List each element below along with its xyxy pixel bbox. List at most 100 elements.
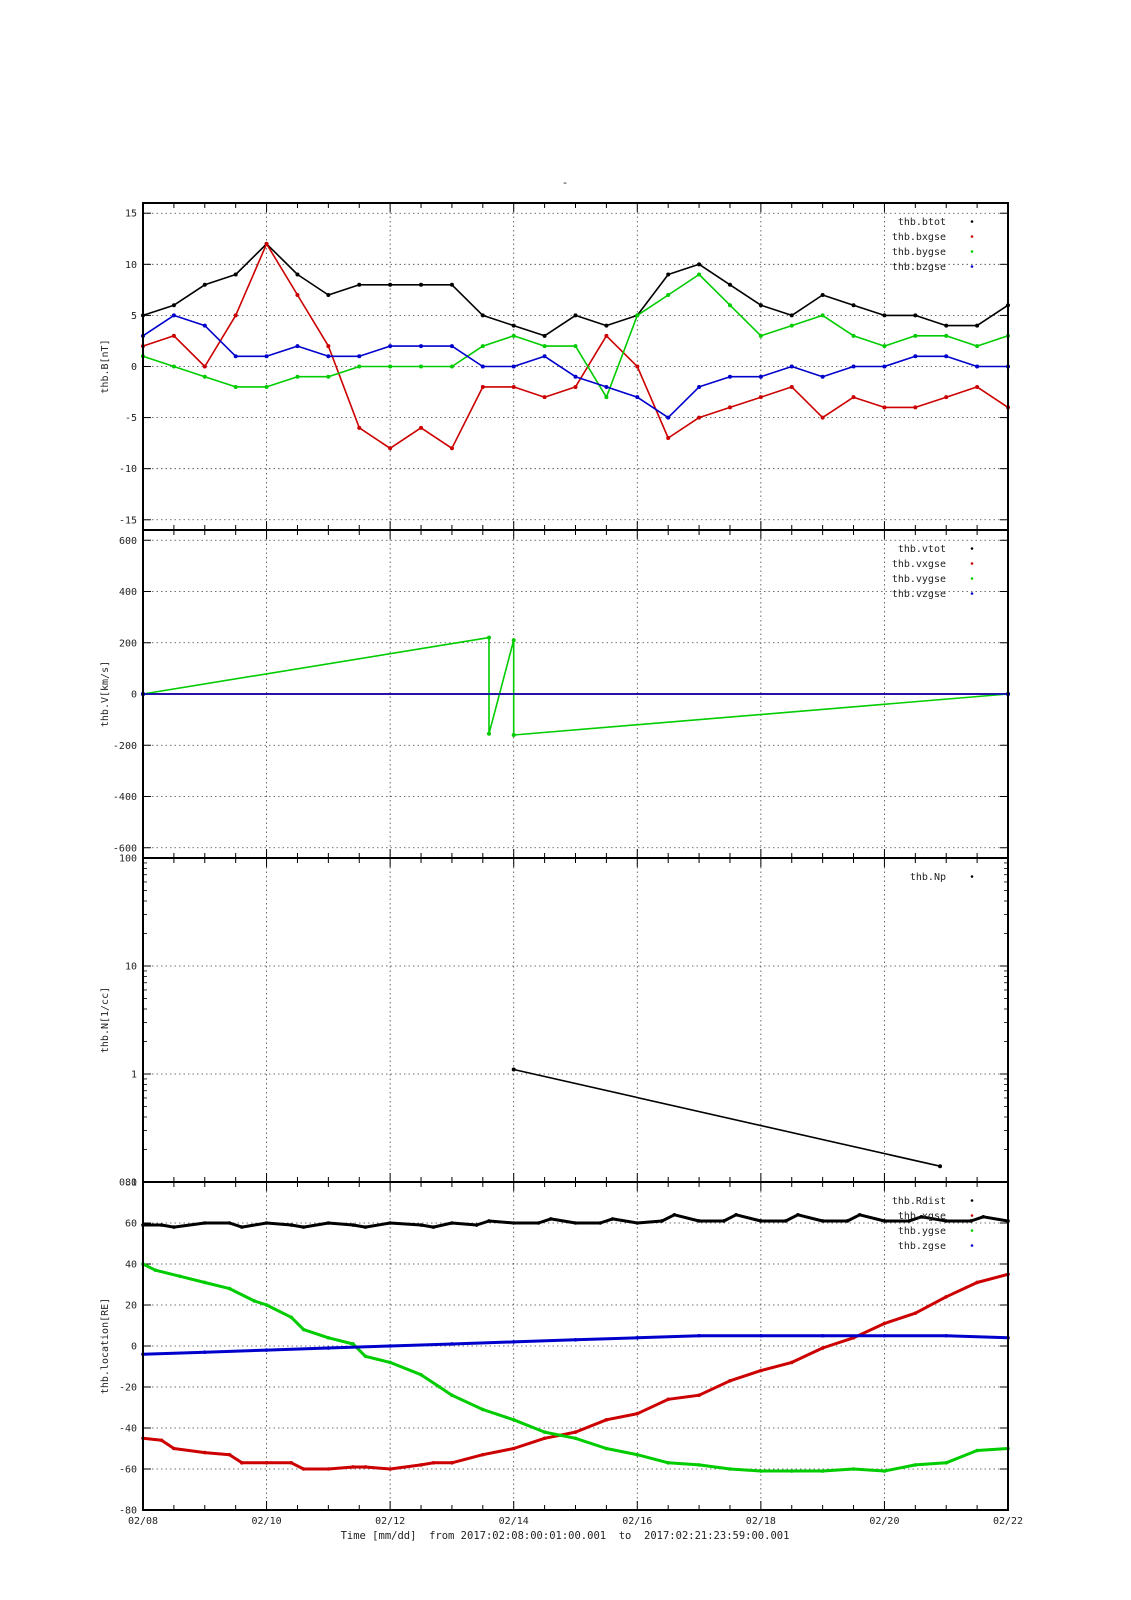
data-point (542, 1436, 547, 1441)
y-tick-label: -5 (125, 413, 137, 424)
data-point (975, 1448, 979, 1453)
data-point (511, 1418, 516, 1422)
data-point (913, 354, 918, 359)
data-point (481, 1452, 485, 1457)
x-tick-label: 02/22 (993, 1516, 1023, 1527)
data-point (666, 415, 671, 420)
data-point (938, 1164, 943, 1169)
data-point (227, 1221, 232, 1225)
data-point (326, 1346, 331, 1350)
data-point (727, 282, 732, 287)
data-point (604, 1446, 609, 1451)
panel-frame (142, 857, 1009, 1183)
data-point (301, 1225, 306, 1229)
data-point (480, 364, 485, 369)
data-point (419, 1223, 423, 1227)
data-point (202, 323, 207, 328)
legend-marker (970, 1229, 974, 1232)
data-point (913, 313, 918, 318)
data-point (511, 1446, 516, 1451)
series-line (141, 1213, 1010, 1229)
series-line (512, 1068, 941, 1167)
y-axis-label: thb.N[1/cc] (100, 987, 111, 1053)
data-point (202, 282, 207, 287)
data-point (820, 1333, 825, 1338)
data-point (635, 364, 640, 369)
data-point (153, 1268, 158, 1272)
data-point (171, 364, 176, 369)
x-tick-label: 02/12 (375, 1516, 405, 1527)
data-point (944, 333, 949, 338)
data-point (975, 323, 980, 328)
data-point (202, 374, 207, 379)
data-point (159, 1223, 164, 1227)
legend-label: thb.vygse (892, 574, 946, 585)
data-point (783, 1219, 788, 1223)
data-point (326, 374, 331, 379)
data-point (511, 384, 516, 389)
data-point (635, 1452, 640, 1457)
data-point (536, 1221, 541, 1225)
data-point (610, 1217, 615, 1221)
data-point (913, 1311, 918, 1315)
data-point (981, 1215, 986, 1219)
data-point (697, 1393, 701, 1397)
data-point (913, 333, 918, 338)
data-point (326, 344, 331, 349)
data-point (573, 1436, 578, 1441)
data-point (882, 1219, 887, 1223)
y-tick-label: 40 (125, 1260, 137, 1271)
data-point (820, 1219, 825, 1223)
data-point (944, 1333, 949, 1338)
data-point (635, 395, 640, 400)
data-point (264, 1221, 269, 1225)
data-point (450, 1221, 454, 1225)
legend-label: thb.ygse (898, 1226, 946, 1237)
panel-3: 0.1 1 10 100 thb.Np thb.N[1/cc] (100, 854, 1009, 1189)
data-point (351, 1223, 355, 1227)
y-tick-label: 80 (125, 1178, 137, 1189)
data-point (511, 638, 516, 643)
data-point (388, 1360, 392, 1365)
data-point (511, 333, 516, 338)
data-point (419, 425, 424, 430)
data-point (820, 415, 825, 420)
data-point (697, 384, 702, 389)
y-tick-label: -80 (119, 1506, 137, 1517)
data-point (172, 1225, 176, 1229)
data-point (573, 344, 578, 349)
y-tick-label: 5 (131, 311, 137, 322)
data-point (944, 1219, 949, 1223)
data-point (326, 1336, 331, 1340)
data-point (666, 1461, 670, 1465)
data-point (758, 303, 763, 308)
data-point (202, 1450, 207, 1455)
data-point (171, 333, 176, 338)
data-point (363, 1225, 368, 1229)
data-point (419, 344, 424, 349)
legend-label: thb.vzgse (892, 589, 946, 600)
data-point (758, 395, 763, 400)
data-point (289, 1461, 294, 1465)
data-point (388, 1344, 392, 1348)
data-point (820, 313, 825, 318)
data-point (449, 446, 454, 451)
data-point (252, 1299, 257, 1303)
data-point (487, 1219, 491, 1223)
y-tick-label: -10 (119, 464, 137, 475)
data-point (542, 354, 547, 359)
y-tick-label: 200 (119, 638, 137, 649)
legend-marker (970, 265, 974, 268)
data-point (351, 1342, 355, 1346)
data-point (388, 1221, 392, 1225)
data-point (487, 731, 491, 736)
data-point (851, 364, 856, 369)
data-point (944, 395, 949, 400)
x-tick-label: 02/10 (252, 1516, 282, 1527)
y-tick-label: 20 (125, 1301, 137, 1312)
data-point (178, 1274, 182, 1279)
data-point (289, 1223, 294, 1227)
x-axis-label: Time [mm/dd] from 2017:02:08:00:01:00.00… (341, 1530, 790, 1542)
x-tick-label: 02/08 (128, 1516, 158, 1527)
data-point (487, 635, 491, 640)
